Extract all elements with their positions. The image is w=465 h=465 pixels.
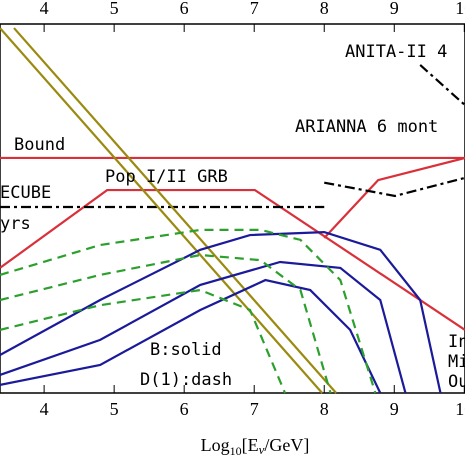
- series-line: [0, 188, 465, 331]
- series-line: [0, 27, 323, 394]
- x-tick-label-top: 4: [40, 0, 49, 18]
- x-tick-label-top: 8: [320, 0, 329, 18]
- x-tick-label-top: 6: [180, 0, 189, 18]
- x-axis-label: Log10[Eν/GeV]: [201, 435, 310, 458]
- x-tick-label: 5: [110, 399, 119, 419]
- x-tick-label: 4: [40, 399, 49, 419]
- series-line: [0, 288, 287, 394]
- annotation: In: [448, 332, 465, 352]
- annotation: ANITA-II 4: [345, 42, 447, 62]
- annotation: Ou: [448, 372, 465, 392]
- annotation: Mi: [448, 352, 465, 372]
- series-line: [419, 64, 465, 106]
- annotation: ECUBE: [0, 183, 51, 203]
- series-line: [0, 260, 407, 394]
- x-tick-label-top: 5: [110, 0, 119, 18]
- x-tick-label-top: 9: [390, 0, 399, 18]
- x-tick-label: 10: [455, 399, 465, 419]
- series-line: [324, 176, 465, 198]
- x-tick-label: 9: [390, 399, 399, 419]
- series-line: [0, 231, 442, 394]
- annotation: D(1):dash: [140, 370, 232, 390]
- annotation: B:solid: [150, 340, 222, 360]
- plot-frame: [0, 23, 465, 394]
- series-line: [323, 156, 465, 239]
- annotation: ARIANNA 6 mont: [295, 117, 438, 137]
- series-line: [0, 278, 382, 394]
- annotation: yrs: [0, 214, 31, 234]
- series-line: [0, 253, 332, 394]
- series-line: [13, 27, 337, 394]
- series-line: [0, 228, 377, 394]
- x-tick-label: 6: [180, 399, 189, 419]
- x-tick-label-top: 10: [455, 0, 465, 18]
- annotation: Pop I/II GRB: [105, 167, 228, 187]
- x-tick-label: 8: [320, 399, 329, 419]
- x-tick-label-top: 7: [250, 0, 259, 18]
- annotation: Bound: [14, 135, 65, 155]
- x-tick-label: 7: [250, 399, 259, 419]
